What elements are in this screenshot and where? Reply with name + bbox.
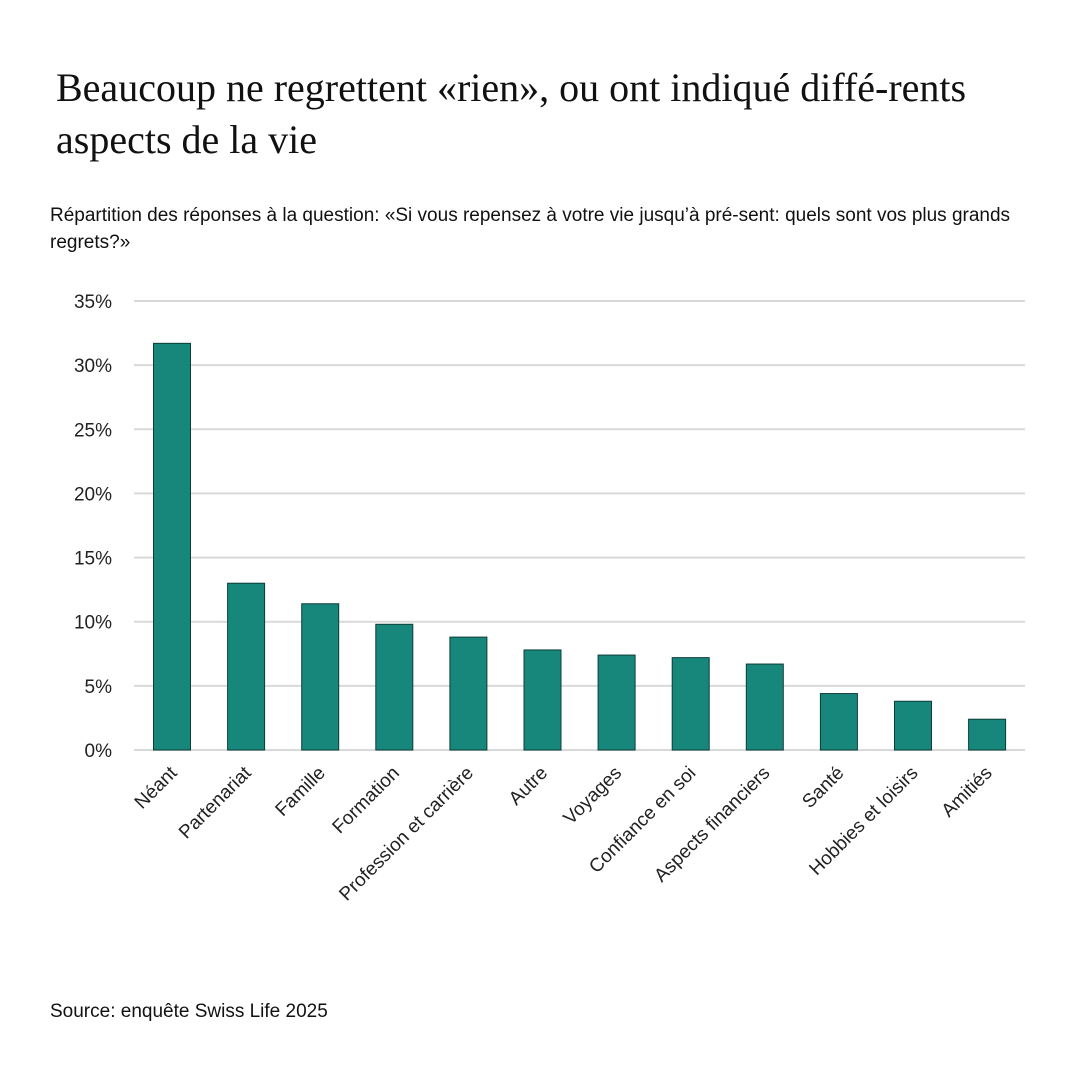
x-tick-label: Partenariat [175, 762, 256, 843]
x-tick-label: Formation [329, 763, 404, 838]
chart-subtitle: Répartition des réponses à la question: … [50, 205, 1011, 253]
bar-4 [449, 636, 488, 751]
bar-0 [153, 342, 191, 751]
y-tick-label: 15% [74, 549, 112, 570]
y-tick-label: 10% [74, 613, 112, 634]
x-tick-label: Famille [272, 763, 330, 821]
bar-2 [301, 603, 340, 751]
x-tick-label: Santé [798, 763, 848, 813]
x-tick-label: Amitiés [938, 763, 997, 822]
y-tick-label: 5% [85, 677, 113, 698]
x-tick-label: Néant [131, 762, 182, 813]
bar-5 [523, 649, 562, 751]
y-tick-label: 20% [74, 484, 112, 505]
x-tick-label: Voyages [560, 763, 626, 829]
bars [153, 342, 1007, 751]
source-note: Source: enquête Swiss Life 2025 [50, 1001, 328, 1022]
bar-8 [745, 663, 784, 751]
y-tick-label: 30% [74, 356, 112, 377]
bar-11 [968, 718, 1007, 751]
y-axis-ticks: 0% 5% 10% 15% 20% 25% 30% 35% [74, 292, 112, 762]
chart-title: Beaucoup ne regrettent «rien», ou ont in… [56, 65, 967, 162]
bar-6 [597, 654, 636, 751]
y-tick-label: 25% [74, 420, 112, 441]
y-tick-label: 35% [74, 292, 112, 313]
bar-9 [819, 693, 858, 751]
x-tick-label: Profession et carrière [335, 763, 478, 906]
bar-10 [894, 700, 932, 751]
bar-1 [227, 582, 266, 751]
x-tick-label: Autre [505, 763, 552, 810]
y-tick-label: 0% [85, 741, 113, 762]
gridlines [134, 300, 1025, 751]
bar-7 [671, 657, 710, 751]
bar-3 [375, 623, 414, 751]
